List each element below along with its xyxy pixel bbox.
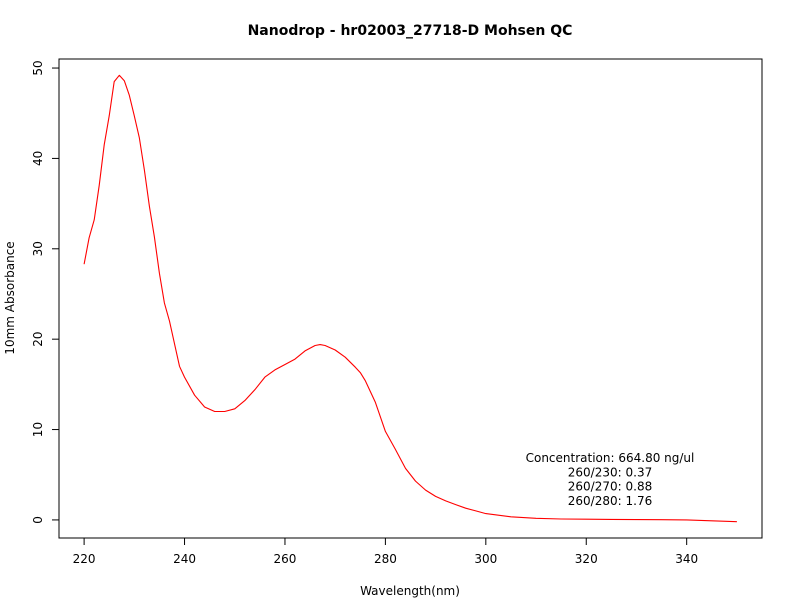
x-tick-label: 240	[173, 552, 196, 566]
annotation-line: 260/280: 1.76	[568, 494, 652, 508]
x-axis: 220 240 260 280 300 320 340	[73, 538, 698, 566]
x-tick-label: 340	[675, 552, 698, 566]
x-tick-label: 260	[274, 552, 297, 566]
y-axis-label: 10mm Absorbance	[3, 241, 17, 354]
annotation-line: Concentration: 664.80 ng/ul	[526, 451, 695, 465]
x-axis-label: Wavelength(nm)	[360, 584, 460, 598]
y-axis: 0 10 20 30 40 50	[31, 60, 59, 524]
x-tick-label: 220	[73, 552, 96, 566]
x-tick-label: 280	[374, 552, 397, 566]
y-tick-label: 50	[31, 60, 45, 75]
annotation-line: 260/230: 0.37	[568, 465, 652, 479]
y-tick-label: 0	[31, 516, 45, 524]
annotation-line: 260/270: 0.88	[568, 480, 652, 494]
chart-title: Nanodrop - hr02003_27718-D Mohsen QC	[248, 23, 573, 39]
plot-frame	[58, 58, 763, 539]
x-tick-label: 300	[474, 552, 497, 566]
series-layer	[83, 74, 737, 523]
x-tick-label: 320	[575, 552, 598, 566]
y-tick-label: 20	[31, 332, 45, 347]
y-tick-label: 40	[31, 151, 45, 166]
y-tick-label: 10	[31, 422, 45, 437]
absorbance-series-line	[83, 74, 737, 523]
y-tick-label: 30	[31, 241, 45, 256]
